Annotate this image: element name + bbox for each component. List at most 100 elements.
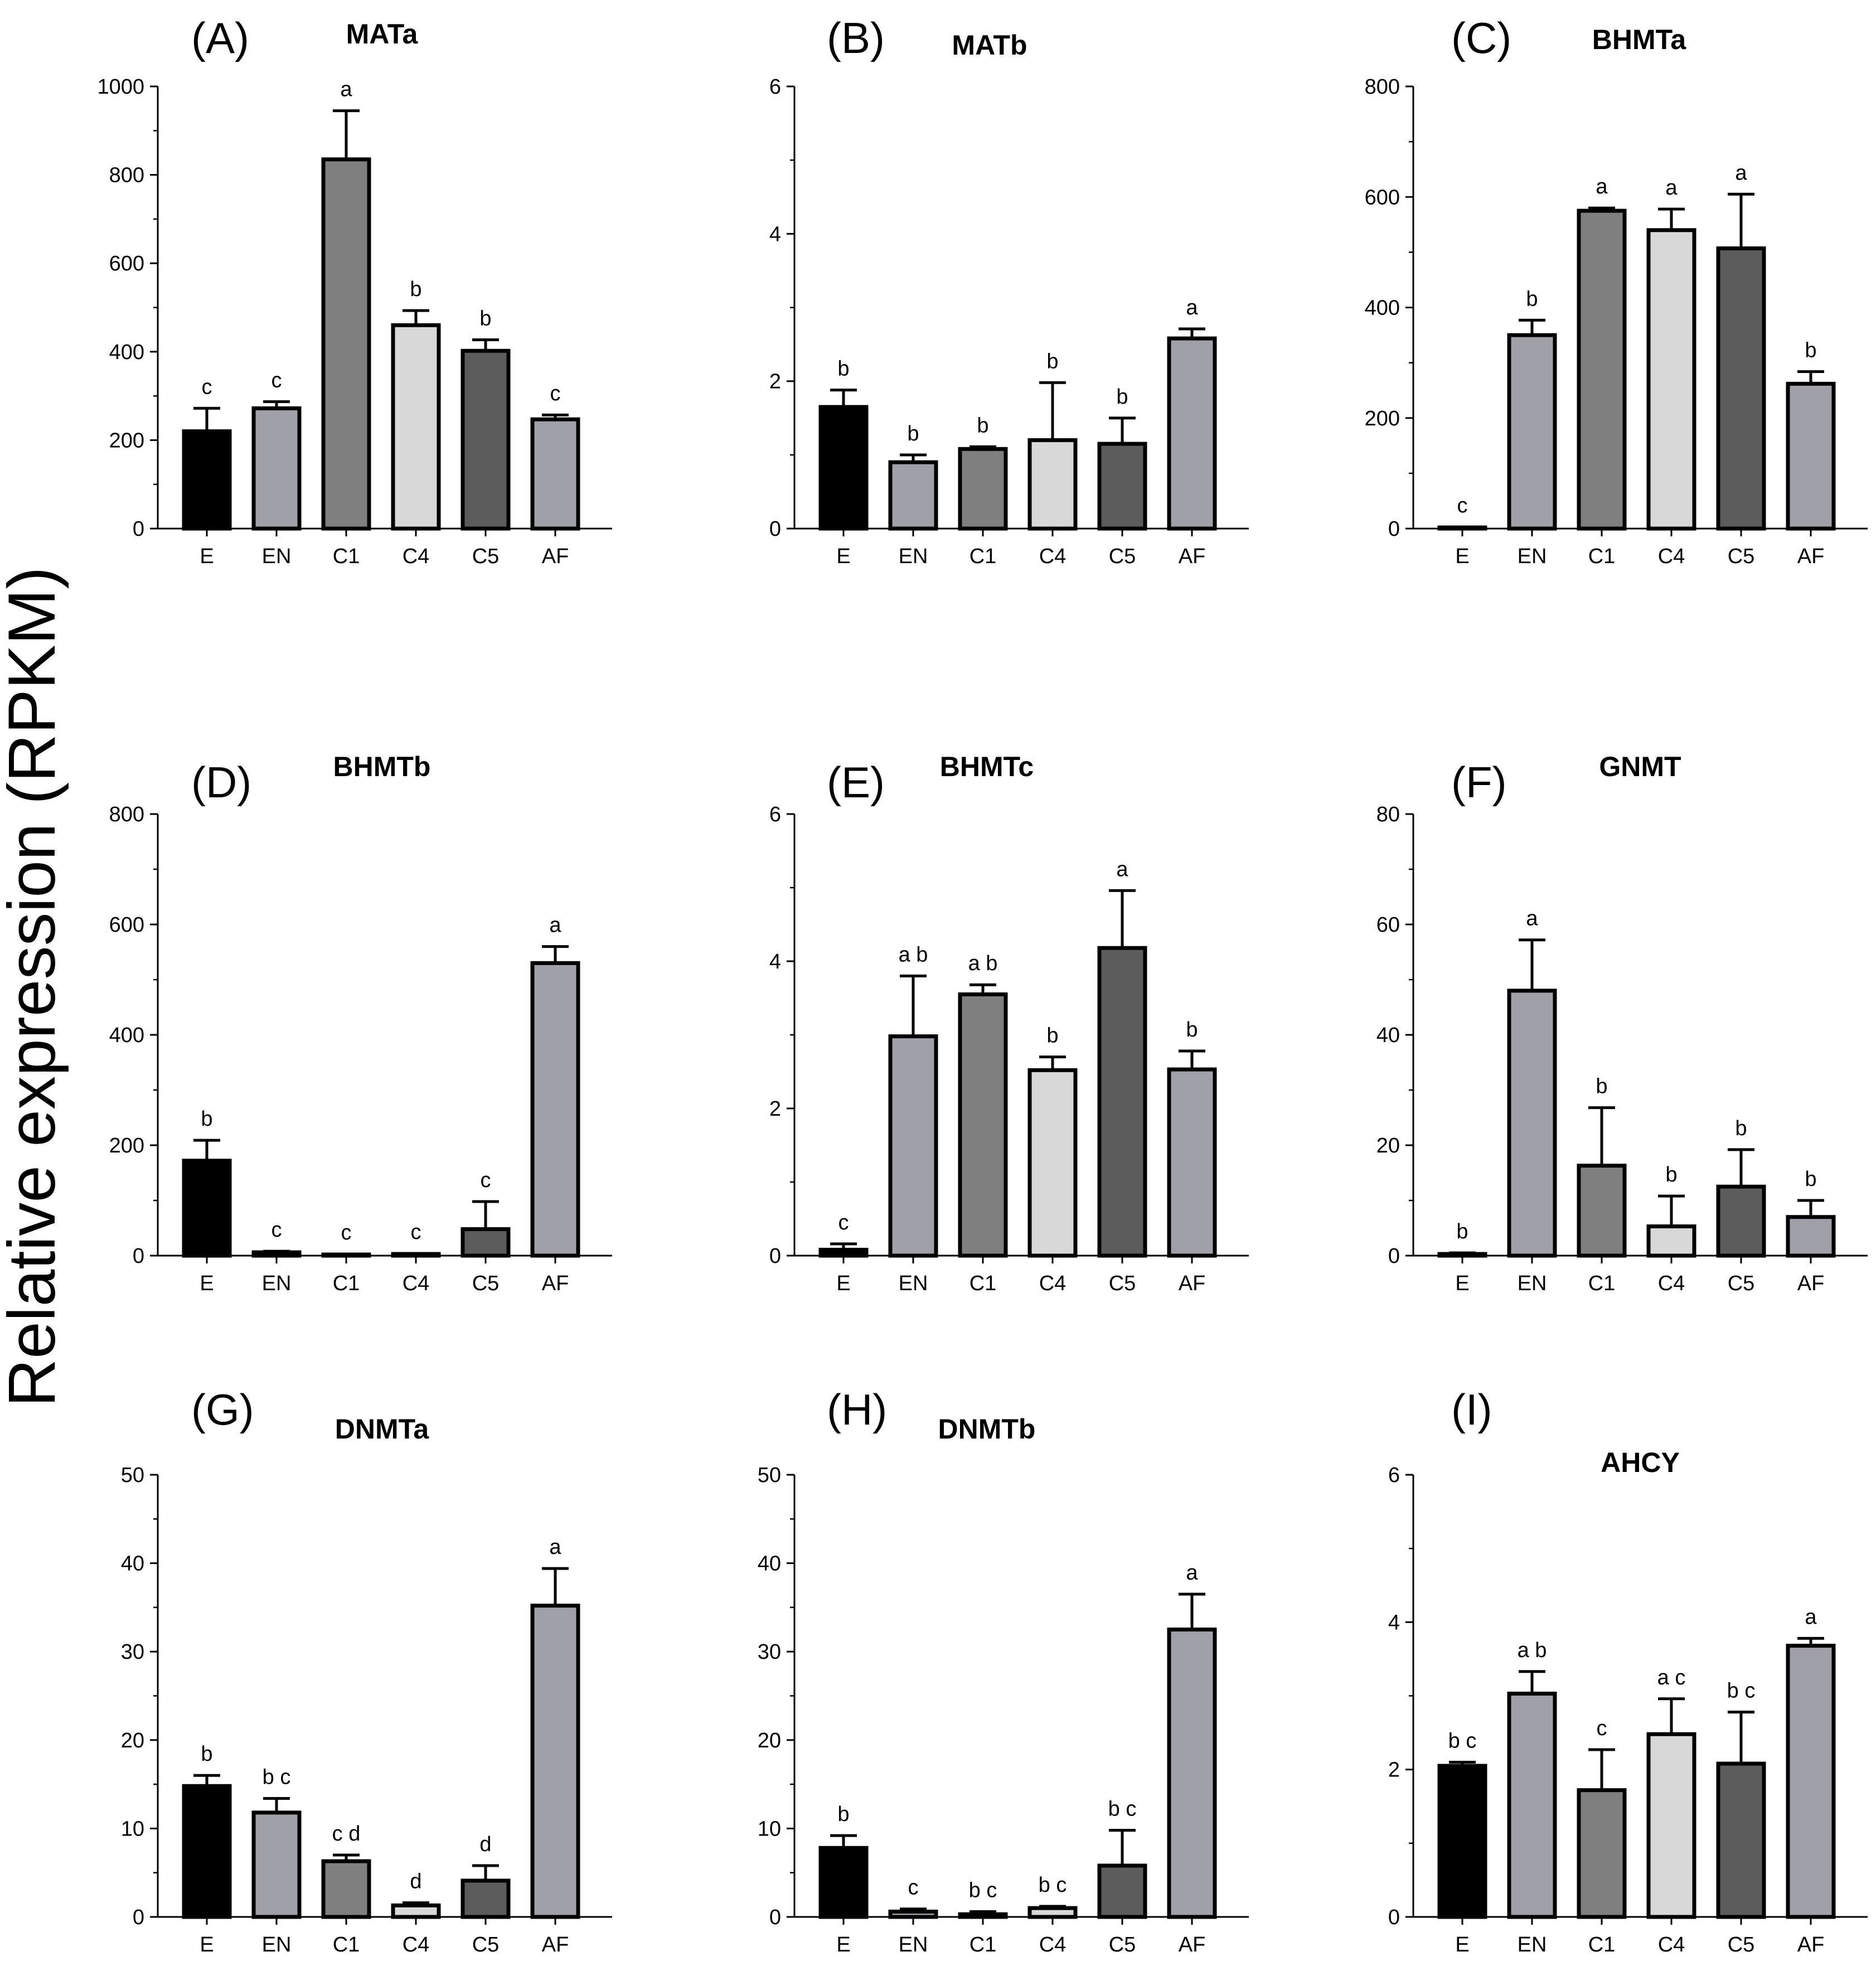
significance-label: c bbox=[272, 369, 282, 392]
y-tick-label: 0 bbox=[1388, 1906, 1400, 1929]
y-tick-label: 800 bbox=[1365, 75, 1400, 99]
significance-label: d bbox=[479, 1833, 491, 1856]
x-tick-label: C4 bbox=[1658, 1933, 1685, 1957]
bar-AF bbox=[1786, 1215, 1836, 1258]
y-tick-label: 6 bbox=[769, 803, 781, 826]
bar-C5 bbox=[1716, 1184, 1766, 1258]
significance-label: a c bbox=[1657, 1666, 1686, 1689]
panels: (A) MATa02004006008001000cEcENaC1bC4bC5cA… bbox=[97, 13, 1868, 1957]
bar-C4 bbox=[391, 1903, 441, 1919]
bar-AF bbox=[1167, 1067, 1217, 1258]
y-tick-label: 0 bbox=[769, 517, 781, 541]
panel-letter: (E) bbox=[827, 758, 885, 807]
bar-E bbox=[818, 1846, 869, 1919]
x-tick-label: C4 bbox=[1039, 1933, 1067, 1957]
significance-label: b bbox=[837, 357, 849, 381]
significance-label: c bbox=[908, 1876, 919, 1900]
significance-label: b bbox=[1116, 385, 1128, 409]
bar-E bbox=[818, 405, 869, 531]
significance-label: a b bbox=[968, 952, 998, 975]
bar-E bbox=[818, 1247, 869, 1258]
significance-label: b bbox=[1456, 1220, 1468, 1243]
chart-title: DNMTb bbox=[938, 1413, 1036, 1445]
significance-label: a bbox=[1186, 296, 1198, 319]
significance-label: b bbox=[1046, 1024, 1058, 1048]
x-tick-label: E bbox=[200, 1272, 214, 1295]
x-tick-label: AF bbox=[542, 1933, 569, 1957]
significance-label: c bbox=[411, 1221, 421, 1244]
significance-label: c bbox=[341, 1221, 352, 1244]
chart-title: BHMTa bbox=[1592, 24, 1687, 55]
significance-label: b c bbox=[263, 1765, 291, 1789]
panel-letter: (A) bbox=[191, 13, 249, 62]
significance-label: a bbox=[340, 78, 352, 101]
significance-label: c bbox=[550, 382, 561, 405]
significance-label: b bbox=[1596, 1075, 1607, 1098]
significance-label: c d bbox=[332, 1822, 361, 1846]
x-tick-label: C1 bbox=[969, 545, 997, 568]
bar-C5 bbox=[1097, 946, 1147, 1258]
y-tick-label: 4 bbox=[769, 222, 781, 246]
panel-letter: (B) bbox=[827, 13, 885, 62]
significance-label: a bbox=[549, 914, 561, 937]
y-tick-label: 30 bbox=[121, 1640, 144, 1664]
chart-panel: (E) BHMTc 0 2 4 6 c Ea b EN a b C1 b C4 a C5 b AF bbox=[769, 751, 1249, 1295]
y-tick-label: 0 bbox=[133, 1906, 144, 1929]
x-tick-label: E bbox=[836, 1933, 850, 1957]
bar-C4 bbox=[1027, 438, 1078, 531]
significance-label: a bbox=[1735, 161, 1747, 185]
bar-C1 bbox=[321, 157, 371, 531]
bar-E bbox=[182, 1784, 232, 1919]
bar-C5 bbox=[1716, 246, 1766, 531]
x-tick-label: C1 bbox=[969, 1933, 997, 1957]
x-tick-label: C1 bbox=[333, 1933, 360, 1957]
bar-C4 bbox=[1646, 1224, 1696, 1258]
bar-AF bbox=[530, 1604, 580, 1919]
bar-AF bbox=[530, 417, 580, 531]
bar-C5 bbox=[460, 348, 511, 531]
significance-label: b c bbox=[969, 1878, 997, 1902]
y-tick-label: 2 bbox=[769, 1097, 781, 1121]
x-tick-label: EN bbox=[262, 1933, 292, 1957]
significance-label: c bbox=[838, 1211, 849, 1234]
y-tick-label: 30 bbox=[758, 1640, 781, 1664]
x-tick-label: C4 bbox=[1658, 1272, 1685, 1295]
y-tick-label: 400 bbox=[1365, 297, 1400, 320]
y-tick-label: 0 bbox=[1388, 1244, 1400, 1268]
panel-letter: (C) bbox=[1451, 13, 1511, 62]
y-tick-label: 800 bbox=[109, 164, 144, 187]
significance-label: a bbox=[1526, 907, 1538, 931]
y-tick-label: 0 bbox=[133, 517, 144, 541]
bar-EN bbox=[888, 1909, 938, 1919]
y-tick-label: 40 bbox=[1376, 1024, 1400, 1047]
y-tick-label: 60 bbox=[1376, 913, 1400, 937]
x-tick-label: C1 bbox=[333, 545, 360, 568]
significance-label: b bbox=[1186, 1018, 1198, 1042]
panel-letter: (D) bbox=[191, 758, 251, 807]
x-tick-label: EN bbox=[1518, 1272, 1547, 1295]
significance-label: c bbox=[1457, 494, 1468, 517]
bar-C5 bbox=[460, 1227, 511, 1258]
significance-label: d bbox=[410, 1870, 421, 1893]
bar-E bbox=[1437, 1764, 1487, 1919]
bar-C1 bbox=[958, 1912, 1008, 1919]
bar-EN bbox=[251, 1810, 302, 1919]
bar-C5 bbox=[1716, 1761, 1766, 1919]
y-tick-label: 50 bbox=[758, 1464, 781, 1487]
y-tick-label: 40 bbox=[758, 1552, 781, 1576]
panel-letter: (F) bbox=[1451, 758, 1507, 807]
x-tick-label: EN bbox=[262, 545, 292, 568]
x-tick-label: AF bbox=[1797, 1933, 1825, 1957]
bar-C1 bbox=[321, 1859, 371, 1919]
y-tick-label: 40 bbox=[121, 1552, 144, 1576]
x-tick-label: C4 bbox=[1039, 545, 1067, 568]
significance-label: b bbox=[1665, 1163, 1677, 1187]
bar-E bbox=[182, 429, 232, 531]
y-tick-label: 2 bbox=[769, 370, 781, 394]
bar-C1 bbox=[958, 992, 1008, 1258]
x-tick-label: E bbox=[836, 1272, 850, 1295]
bar-C4 bbox=[1027, 1906, 1078, 1919]
x-tick-label: EN bbox=[262, 1272, 292, 1295]
x-tick-label: E bbox=[1455, 1933, 1469, 1957]
significance-label: b c bbox=[1448, 1729, 1477, 1752]
